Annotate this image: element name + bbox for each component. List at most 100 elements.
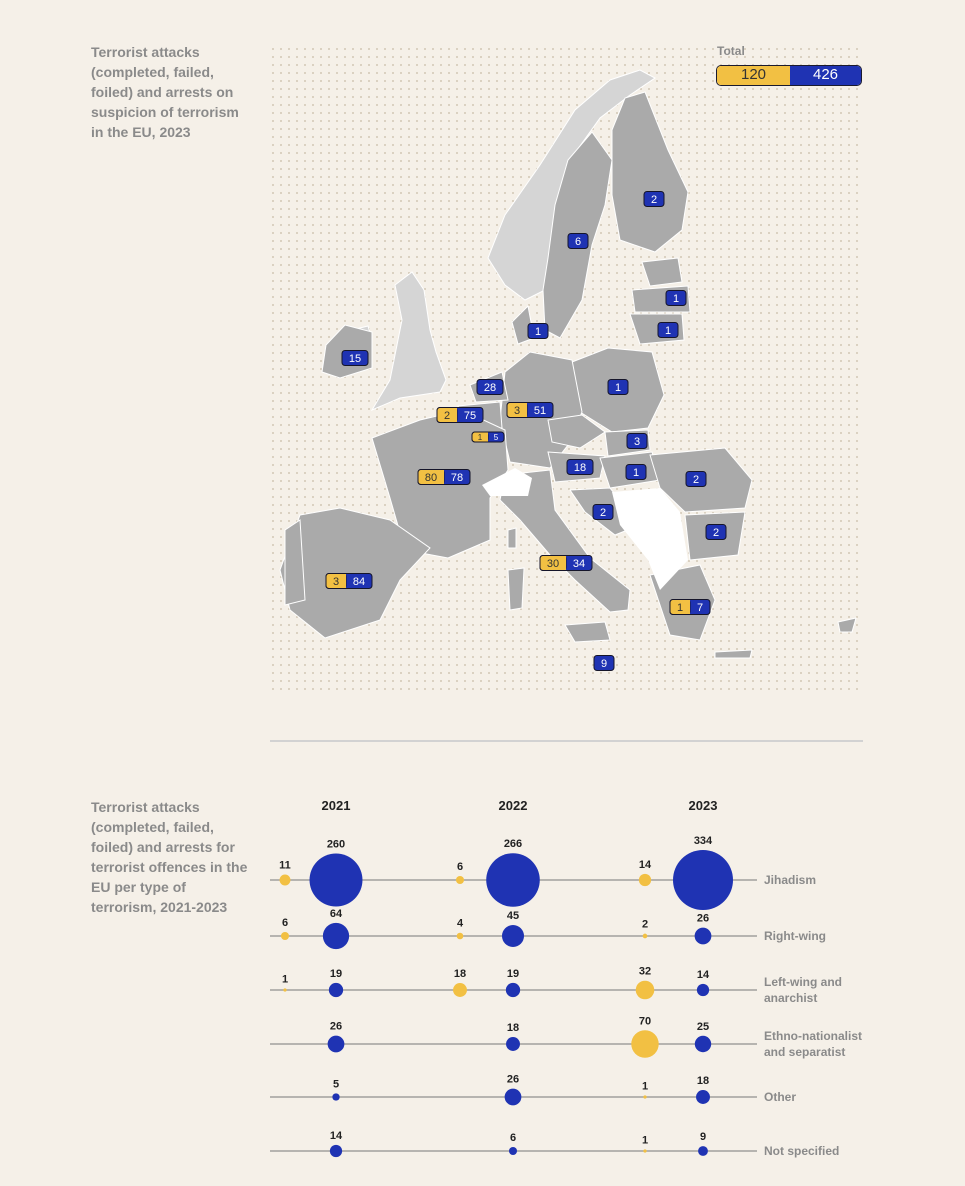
country-badge-italy: 30 34: [539, 555, 593, 571]
arrests-value-label: 6: [510, 1132, 516, 1144]
badge-attacks-value: 1: [478, 433, 483, 442]
arrests-bubble: [328, 982, 344, 998]
arrests-value-label: 26: [330, 1021, 342, 1033]
arrests-value-label: 18: [507, 1022, 519, 1034]
badge-arrests-value: 1: [535, 326, 541, 338]
country-badge-belgium: 2 75: [436, 407, 484, 423]
badge-attacks-value: 3: [514, 405, 520, 417]
country-badge-france: 80 78: [417, 469, 471, 485]
arrests-value-label: 14: [330, 1130, 343, 1142]
attacks-value-label: 2: [642, 919, 648, 931]
badge-attacks-value: 3: [333, 576, 339, 588]
attacks-bubble: [455, 875, 465, 885]
attacks-value-label: 32: [639, 966, 651, 978]
arrests-value-label: 266: [504, 838, 522, 850]
badge-arrests-value: 7: [697, 602, 703, 614]
category-label-0: Jihadism: [764, 873, 816, 887]
country-badge-germany: 3 51: [506, 402, 554, 418]
badge-arrests-value: 34: [573, 558, 585, 570]
badge-arrests-value: 18: [574, 462, 586, 474]
arrests-value-label: 64: [330, 908, 343, 920]
attacks-bubble: [453, 983, 467, 997]
western-balkans-shape: [612, 488, 688, 590]
badge-arrests-value: 9: [601, 658, 607, 670]
arrests-value-label: 18: [697, 1075, 709, 1087]
switzerland-shape: [482, 468, 532, 496]
country-badge-finland: 2: [643, 191, 665, 207]
badge-arrests-value: 75: [464, 410, 476, 422]
badge-attacks-value: 1: [677, 602, 683, 614]
attacks-bubble: [638, 873, 652, 887]
badge-arrests-value: 2: [713, 527, 719, 539]
badge-attacks-value: 30: [547, 558, 559, 570]
arrests-bubble: [673, 850, 733, 910]
arrests-bubble: [696, 983, 710, 997]
arrests-bubble: [322, 922, 350, 950]
arrests-bubble: [698, 1146, 708, 1156]
badge-attacks-value: 2: [444, 410, 450, 422]
badge-arrests-value: 2: [600, 507, 606, 519]
attacks-bubble: [456, 932, 464, 940]
map-title: Terrorist attacks (completed, failed, fo…: [91, 44, 239, 140]
norway-shape: [487, 69, 656, 301]
arrests-bubble: [696, 1090, 710, 1104]
badge-arrests-value: 1: [673, 293, 679, 305]
arrests-bubble: [332, 1093, 340, 1101]
year-label-2021: 2021: [322, 798, 351, 813]
category-label-2: Left-wing and: [764, 975, 842, 989]
arrests-bubble: [504, 1088, 522, 1106]
country-badge-malta: 9: [593, 655, 615, 671]
attacks-value-label: 18: [454, 968, 466, 980]
arrests-bubble: [309, 853, 363, 907]
attacks-value-label: 1: [642, 1134, 648, 1146]
attacks-value-label: 14: [639, 859, 652, 871]
attacks-value-label: 1: [282, 973, 288, 985]
portugal-shape: [284, 519, 306, 606]
section-divider: [270, 740, 863, 742]
arrests-value-label: 45: [507, 910, 519, 922]
category-label-3: Ethno-nationalist: [764, 1029, 862, 1043]
country-badge-spain: 3 84: [325, 573, 373, 589]
arrests-bubble: [327, 1035, 345, 1053]
country-badge-hungary: 1: [625, 464, 647, 480]
badge-arrests-value: 51: [534, 405, 546, 417]
badge-arrests-value: 1: [633, 467, 639, 479]
category-label-2: anarchist: [764, 991, 817, 1005]
arrests-bubble: [501, 924, 525, 948]
country-badge-slovakia: 3: [626, 433, 648, 449]
arrests-value-label: 5: [333, 1078, 339, 1090]
chart-title: Terrorist attacks (completed, failed, fo…: [91, 799, 248, 915]
sardinia-shape: [507, 567, 525, 611]
crete-shape: [714, 649, 753, 659]
badge-arrests-value: 1: [615, 382, 621, 394]
czechia-shape: [547, 414, 606, 449]
arrests-value-label: 9: [700, 1131, 706, 1143]
attacks-value-label: 6: [282, 917, 288, 929]
great-britain-shape: [370, 271, 447, 412]
category-label-5: Not specified: [764, 1144, 839, 1158]
country-badge-lithuania: 1: [657, 322, 679, 338]
country-badge-netherlands: 28: [476, 379, 504, 395]
arrests-value-label: 26: [697, 913, 709, 925]
arrests-value-label: 14: [697, 969, 710, 981]
badge-arrests-value: 84: [353, 576, 365, 588]
attacks-bubble: [635, 980, 655, 1000]
arrests-bubble: [694, 927, 712, 945]
country-badge-romania: 2: [685, 471, 707, 487]
country-badge-croatia: 2: [592, 504, 614, 520]
total-arrests-value: 426: [790, 66, 861, 85]
italy-shape: [499, 469, 631, 613]
badge-attacks-value: 80: [425, 472, 437, 484]
attacks-bubble: [279, 874, 291, 886]
badge-arrests-value: 78: [451, 472, 463, 484]
arrests-value-label: 19: [507, 968, 519, 980]
category-label-1: Right-wing: [764, 929, 826, 943]
country-badge-austria: 18: [566, 459, 594, 475]
attacks-bubble: [643, 1149, 647, 1153]
badge-arrests-value: 15: [349, 353, 361, 365]
arrests-bubble: [506, 1037, 520, 1051]
arrests-bubble: [329, 1144, 343, 1158]
arrests-value-label: 260: [327, 839, 345, 851]
finland-shape: [611, 91, 689, 253]
